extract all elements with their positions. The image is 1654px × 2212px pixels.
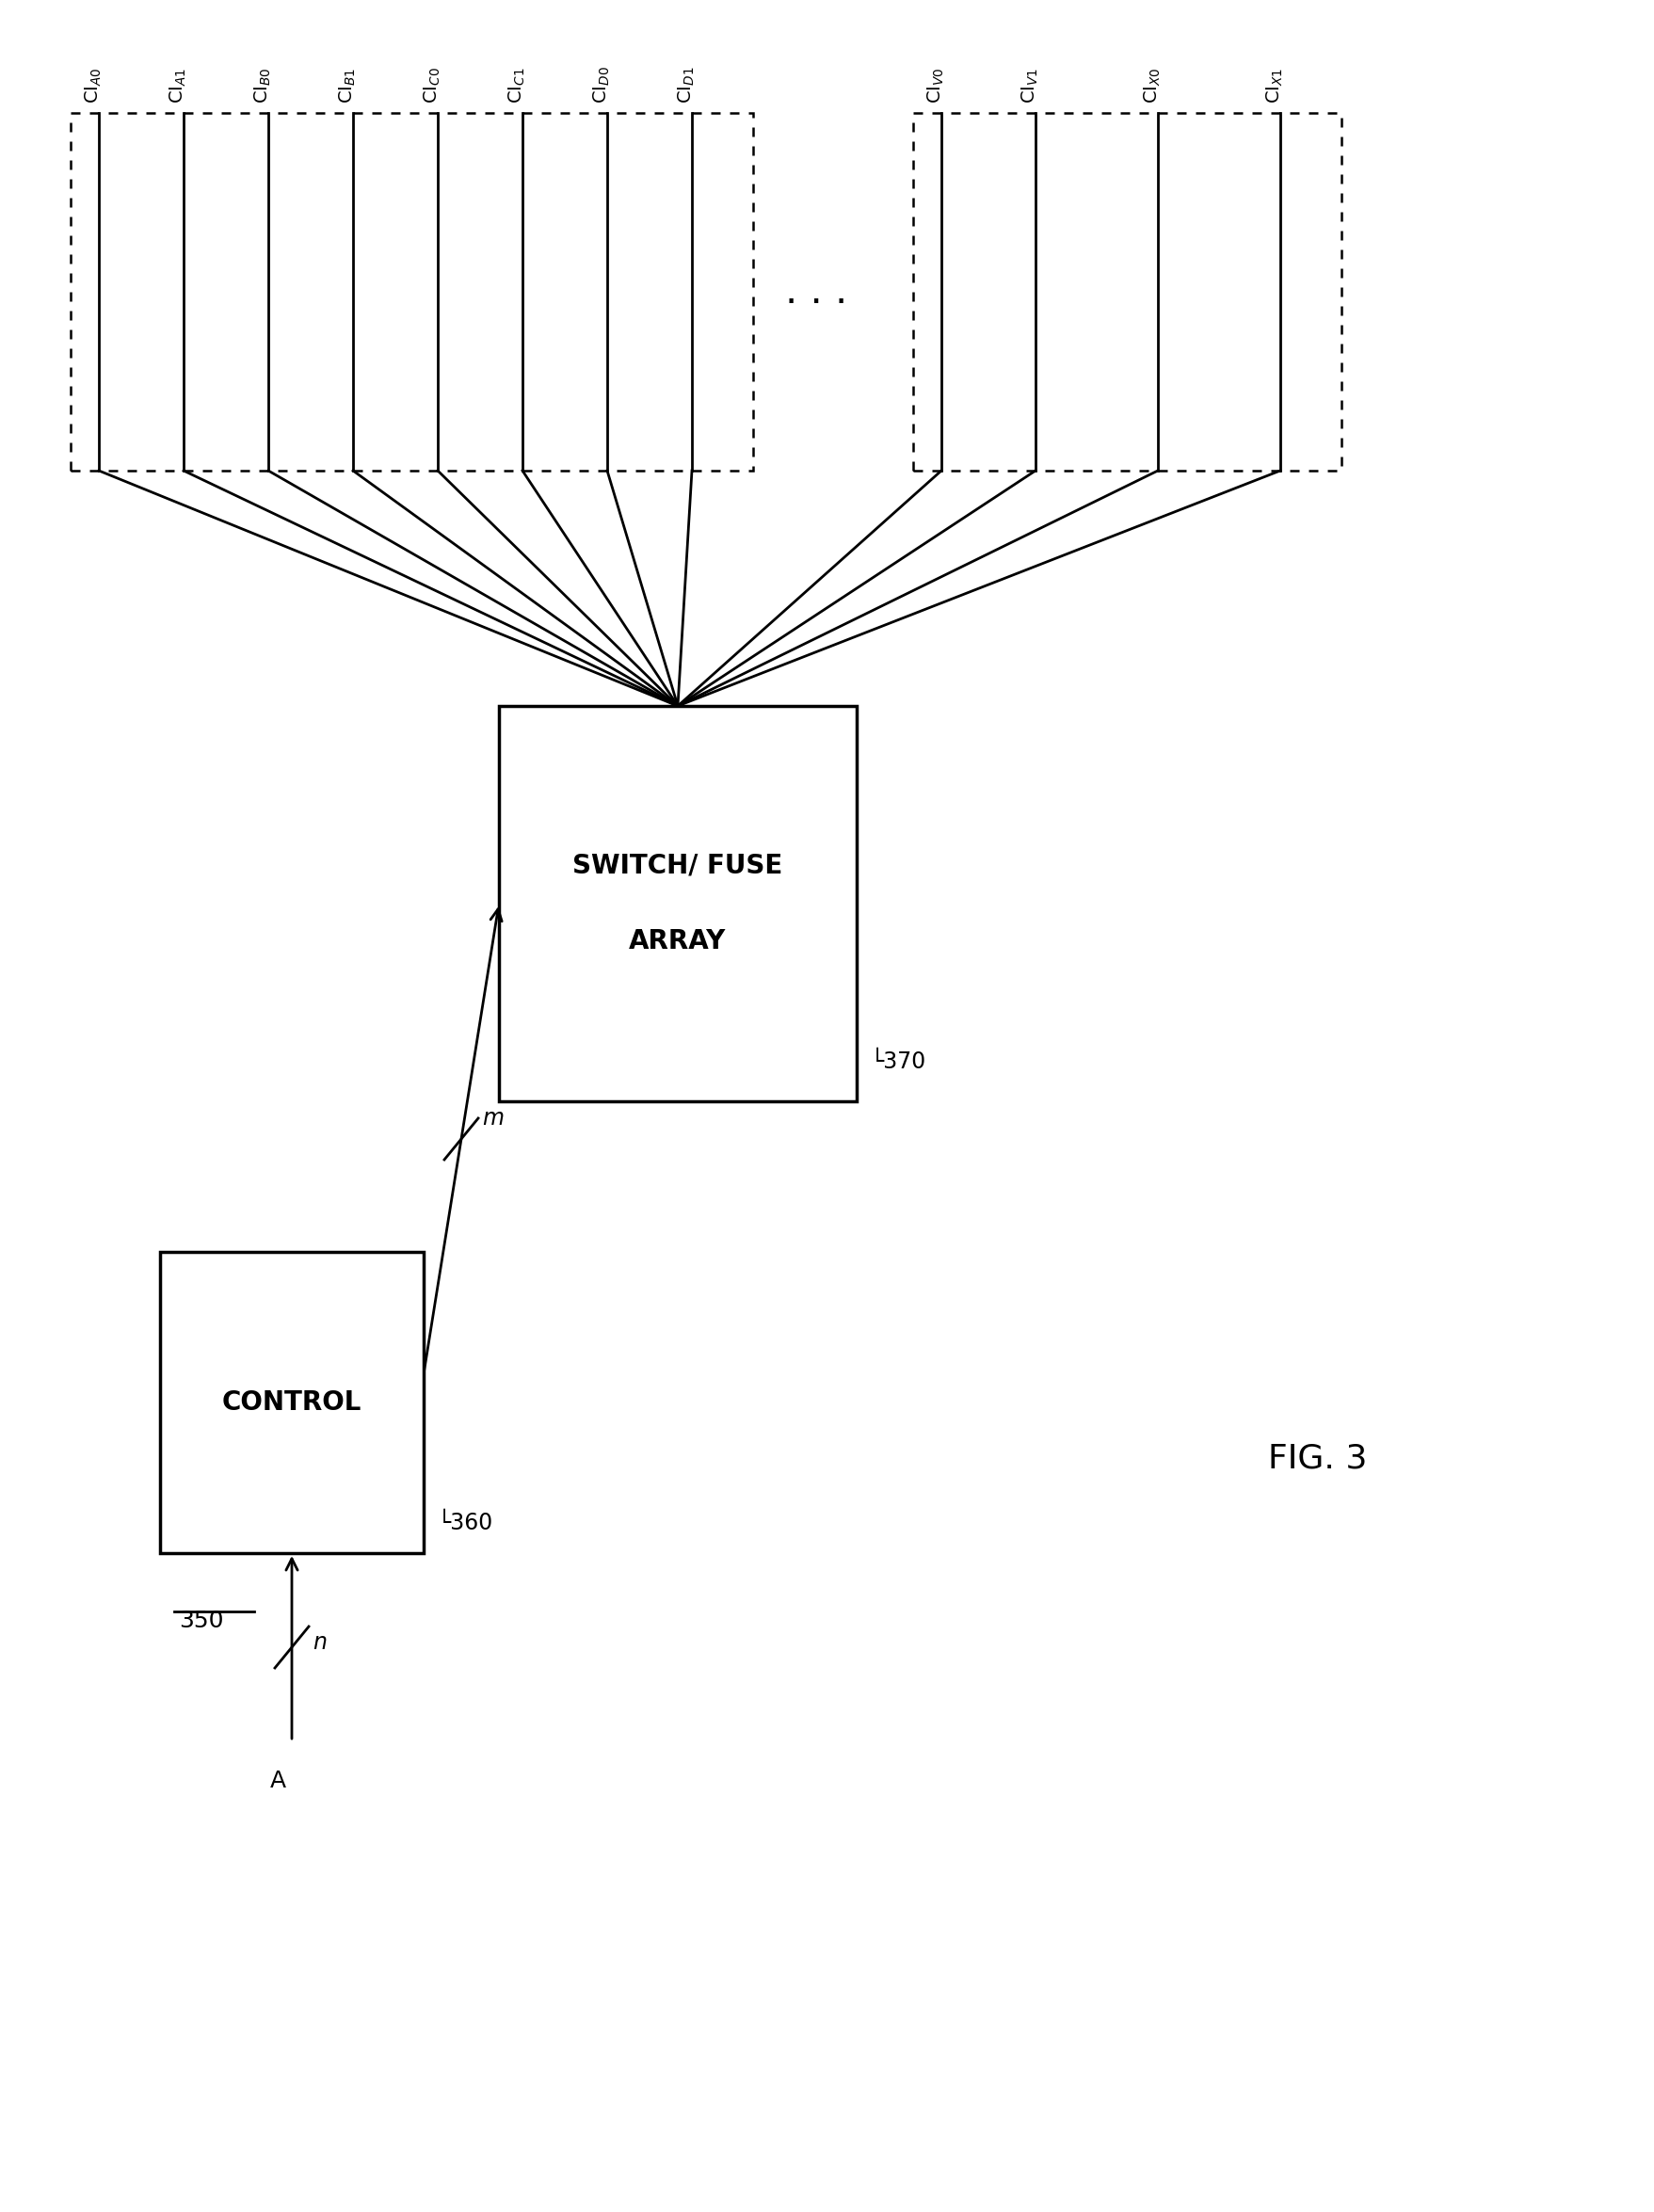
Text: CONTROL: CONTROL (222, 1389, 362, 1416)
Text: CI$_{C1}$: CI$_{C1}$ (506, 66, 528, 104)
Text: SWITCH/ FUSE: SWITCH/ FUSE (572, 854, 782, 878)
Text: CI$_{X0}$: CI$_{X0}$ (1141, 66, 1163, 104)
Text: CI$_{D1}$: CI$_{D1}$ (676, 66, 696, 104)
Text: └370: └370 (870, 1051, 926, 1073)
Text: CI$_{V1}$: CI$_{V1}$ (1019, 69, 1040, 104)
Text: ARRAY: ARRAY (629, 929, 726, 953)
Text: CI$_{C0}$: CI$_{C0}$ (422, 66, 442, 104)
Bar (71, 113, 753, 471)
Text: n: n (313, 1630, 326, 1655)
Text: CI$_{X1}$: CI$_{X1}$ (1264, 69, 1284, 104)
Text: └360: └360 (438, 1511, 493, 1535)
Text: CI$_{A0}$: CI$_{A0}$ (83, 66, 104, 104)
Text: CI$_{A1}$: CI$_{A1}$ (169, 69, 189, 104)
Bar (913, 113, 1341, 471)
Text: CI$_{D0}$: CI$_{D0}$ (592, 66, 612, 104)
Bar (160, 1252, 423, 1553)
Bar (498, 706, 857, 1102)
Text: CI$_{V0}$: CI$_{V0}$ (926, 66, 946, 104)
Text: 350: 350 (179, 1610, 223, 1632)
Text: FIG. 3: FIG. 3 (1267, 1442, 1366, 1475)
Text: A: A (270, 1770, 286, 1792)
Text: CI$_{B1}$: CI$_{B1}$ (337, 69, 357, 104)
Text: CI$_{B0}$: CI$_{B0}$ (253, 66, 273, 104)
Text: m: m (481, 1106, 503, 1130)
Text: . . .: . . . (786, 272, 847, 312)
